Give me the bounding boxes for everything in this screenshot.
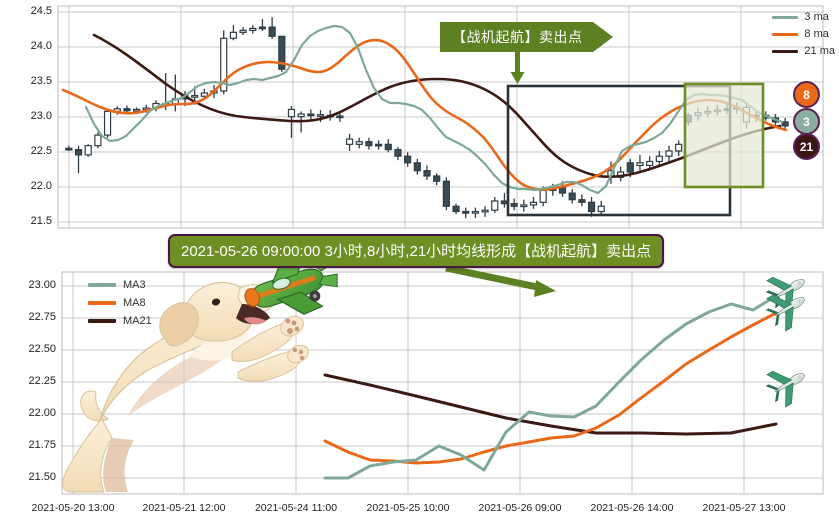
legend-item-ma8[interactable]: MA8: [88, 297, 152, 309]
bot-ytick-22_00: 22.00: [28, 407, 56, 419]
candlestick-series: [65, 17, 789, 219]
ma8-badge[interactable]: 8: [793, 81, 820, 108]
top-ytick-24_0: 24.0: [30, 40, 52, 52]
signal-summary-banner-label: 2021-05-26 09:00:00 3小时,8小时,21小时均线形成【战机起…: [181, 243, 652, 260]
airplane-end-markers: [765, 276, 805, 408]
bot-ytick-22_50: 22.50: [28, 343, 56, 355]
legend-swatch-21ma: [772, 49, 799, 53]
legend-swatch-3ma: [772, 15, 799, 19]
top-ytick-21_5: 21.5: [30, 215, 52, 227]
ma3-line-bottom: [323, 294, 778, 480]
top-ytick-22_5: 22.5: [30, 145, 52, 157]
ma21-line-bottom: [323, 373, 778, 436]
ma8-line-top: [61, 38, 788, 191]
legend-swatch-8ma: [772, 32, 799, 36]
legend-item-3ma[interactable]: 3 ma: [772, 11, 835, 23]
sell-point-arrow-banner-label: 【战机起航】卖出点: [452, 29, 583, 45]
legend-label-21ma: 21 ma: [804, 45, 835, 57]
legend-item-ma3[interactable]: MA3: [88, 279, 152, 291]
bot-ytick-23_00: 23.00: [28, 279, 56, 291]
ma21-badge[interactable]: 21: [793, 133, 820, 160]
green-pointer-arrow: [445, 264, 556, 297]
dog-leaping-illustration: [62, 281, 309, 493]
top-ytick-23_5: 23.5: [30, 75, 52, 87]
xtick-6: 2021-05-27 13:00: [702, 502, 786, 514]
sell-point-arrow-banner[interactable]: 【战机起航】卖出点: [440, 22, 613, 52]
bot-ytick-22_75: 22.75: [28, 311, 56, 323]
legend-item-ma21[interactable]: MA21: [88, 315, 152, 327]
legend-label-ma8: MA8: [123, 297, 146, 309]
top-ytick-23_0: 23.0: [30, 110, 52, 122]
bottom-panel-legend: MA3 MA8 MA21: [88, 279, 152, 327]
down-arrow-marker: [510, 52, 525, 84]
xtick-1: 2021-05-21 12:00: [142, 502, 226, 514]
bot-ytick-22_25: 22.25: [28, 375, 56, 387]
arrow-tip: [592, 22, 613, 52]
xtick-5: 2021-05-26 14:00: [590, 502, 674, 514]
legend-swatch-ma3: [88, 283, 116, 287]
xtick-2: 2021-05-24 11:00: [254, 502, 338, 514]
legend-item-8ma[interactable]: 8 ma: [772, 28, 835, 40]
legend-swatch-ma21: [88, 319, 116, 323]
legend-label-8ma: 8 ma: [804, 28, 829, 40]
top-ytick-24_5: 24.5: [30, 5, 52, 17]
ma3-badge-label: 3: [803, 114, 810, 129]
ma21-line-top: [92, 33, 782, 179]
legend-item-21ma[interactable]: 21 ma: [772, 45, 835, 57]
legend-label-3ma: 3 ma: [804, 11, 829, 23]
ma21-badge-label: 21: [799, 139, 814, 154]
top-panel-legend: 3 ma 8 ma 21 ma: [772, 11, 835, 57]
xtick-3: 2021-05-25 10:00: [366, 502, 450, 514]
ma3-line-top: [84, 24, 784, 195]
xtick-0: 2021-05-20 13:00: [31, 502, 115, 514]
legend-label-ma21: MA21: [123, 315, 152, 327]
ma8-badge-label: 8: [803, 87, 810, 102]
bot-ytick-21_75: 21.75: [28, 439, 56, 451]
legend-swatch-ma8: [88, 301, 116, 305]
sell-point-arrow-banner-body: 【战机起航】卖出点: [440, 22, 593, 52]
signal-highlight-box: [683, 82, 765, 189]
xtick-4: 2021-05-26 09:00: [478, 502, 562, 514]
legend-label-ma3: MA3: [123, 279, 146, 291]
top-ytick-22_0: 22.0: [30, 180, 52, 192]
bot-ytick-21_50: 21.50: [28, 471, 56, 483]
signal-summary-banner[interactable]: 2021-05-26 09:00:00 3小时,8小时,21小时均线形成【战机起…: [168, 234, 665, 268]
ma3-badge[interactable]: 3: [793, 108, 820, 135]
